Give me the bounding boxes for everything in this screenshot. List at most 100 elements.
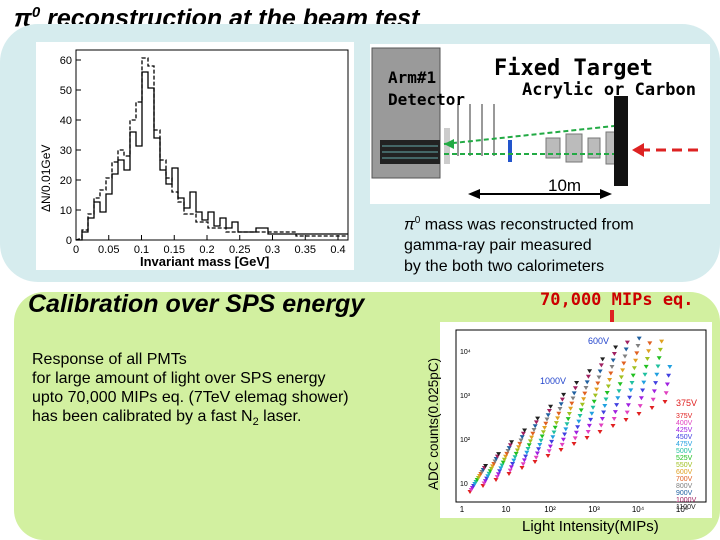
adc-legend-entry: 375V: [676, 413, 693, 420]
adc-data-point: [617, 382, 623, 387]
beam-arrowhead: [632, 143, 644, 157]
histogram-data-dashed: [75, 57, 348, 241]
distance-arrow-right: [600, 189, 612, 199]
adc-data-point: [559, 397, 565, 402]
adc-data-point: [638, 396, 644, 401]
adc-data-point: [651, 389, 657, 394]
adc-data-point: [590, 405, 596, 410]
adc-data-point: [586, 423, 592, 428]
histogram-frame: [75, 49, 349, 241]
adc-data-point: [598, 363, 604, 368]
adc-data-point: [584, 380, 590, 385]
adc-legend: 375V400V425V450V475V500V525V550V600V700V…: [676, 413, 697, 511]
adc-data-point: [603, 397, 609, 402]
adc-data-point: [544, 417, 550, 422]
adc-data-point: [615, 396, 621, 401]
adc-data-point: [483, 464, 489, 468]
adc-data-point: [521, 458, 527, 463]
calibration-description: Response of all PMTs for large amount of…: [32, 350, 349, 432]
invariant-mass-histogram: ΔN/0.01GeV 0 10 20 30 40 50 60 0 0.05 0.1 0.15 0.2…: [36, 42, 354, 270]
histogram-ytick-label: 10: [60, 205, 72, 217]
calibration-title: Calibration over SPS energy: [28, 290, 365, 318]
adc-data-point: [561, 392, 567, 397]
adc-data-point: [525, 447, 531, 451]
adc-data-point: [569, 401, 575, 406]
detector-svg: [371, 47, 704, 199]
adc-data-point: [587, 369, 593, 374]
adc-data-point: [621, 361, 627, 366]
adc-data-point: [496, 452, 502, 457]
fixed-target: [614, 96, 628, 186]
adc-data-point: [585, 429, 591, 434]
adc-data-point: [594, 387, 600, 392]
adc-data-point: [604, 391, 610, 395]
histogram-y-ticks: 0 10 20 30 40 50 60: [60, 55, 81, 247]
adc-data-point: [654, 372, 660, 377]
histogram-ytick-label: 20: [60, 175, 72, 187]
adc-data-point: [526, 443, 532, 448]
adc-data-point: [545, 413, 551, 418]
calorimeter-lines: [382, 145, 438, 159]
adc-xtick-label: 10: [502, 505, 511, 514]
adc-legend-entry: 500V: [676, 448, 693, 455]
calibration-line3: upto 70,000 MIPs eq. (7TeV elemag shower…: [32, 389, 349, 406]
adc-ylabel: ADC counts(0.025pC): [426, 357, 441, 490]
adc-data-point: [520, 462, 526, 467]
adc-mid-label: 1000V: [540, 376, 566, 386]
adc-data-point: [655, 364, 661, 369]
adc-data-point: [530, 431, 536, 436]
histogram-xtick-label: 0.4: [330, 244, 345, 256]
adc-xtick-label: 10⁵: [676, 505, 688, 514]
adc-data-point: [570, 396, 576, 401]
adc-data-point: [535, 416, 541, 421]
adc-data-point: [585, 374, 591, 379]
adc-data-point: [572, 436, 578, 441]
histogram-xtick-label: 0.05: [98, 244, 119, 256]
adc-data-point: [557, 407, 563, 411]
adc-data-point: [635, 344, 641, 348]
adc-data-point: [628, 388, 634, 393]
adc-legend-entry: 525V: [676, 455, 693, 462]
adc-y-ticks: 10 10² 10³ 10⁴: [460, 349, 471, 488]
pi0-symbol: π: [404, 216, 415, 234]
adc-data-point: [620, 368, 626, 373]
adc-data-point: [662, 400, 668, 404]
adc-data-point: [629, 381, 635, 385]
histogram-ytick-label: 40: [60, 115, 72, 127]
adc-legend-entry: 425V: [676, 427, 693, 434]
adc-data-point: [511, 458, 517, 463]
histogram-xtick-label: 0.25: [229, 244, 250, 256]
adc-data-point: [562, 432, 568, 437]
adc-data-point: [538, 438, 544, 443]
adc-data-point: [596, 375, 602, 380]
adc-data-point: [546, 409, 552, 413]
adc-data-point: [601, 410, 607, 415]
adc-data-point: [624, 340, 630, 345]
adc-xtick-label: 10³: [588, 505, 600, 514]
adc-data-point: [597, 369, 603, 374]
adc-data-point: [558, 402, 564, 407]
adc-data-point: [551, 430, 557, 435]
beam-line-plates: [457, 104, 495, 156]
adc-data-point: [509, 440, 515, 445]
calibration-line4-end: laser.: [258, 408, 302, 425]
adc-data-point: [560, 437, 566, 442]
detector-plate: [444, 128, 450, 164]
adc-ytick-label: 10²: [460, 437, 471, 444]
adc-data-point: [522, 428, 528, 433]
adc-data-point: [649, 406, 655, 410]
adc-data-point: [517, 441, 523, 446]
adc-legend-entry: 400V: [676, 420, 693, 427]
histogram-xtick-label: 0.3: [265, 244, 280, 256]
pi0-line3: by the both two calorimeters: [404, 258, 605, 276]
adc-data-point: [613, 345, 619, 350]
adc-data-point: [612, 410, 618, 415]
histogram-xtick-label: 0.15: [164, 244, 185, 256]
adc-data-point: [575, 425, 581, 430]
adc-data-point: [556, 411, 562, 416]
adc-legend-entry: 1100V: [676, 504, 696, 511]
adc-data-point: [520, 431, 526, 436]
pi0-superscript: 0: [414, 215, 421, 226]
histogram-xlabel: Invariant mass [GeV]: [140, 254, 269, 269]
adc-data-point: [618, 375, 624, 380]
